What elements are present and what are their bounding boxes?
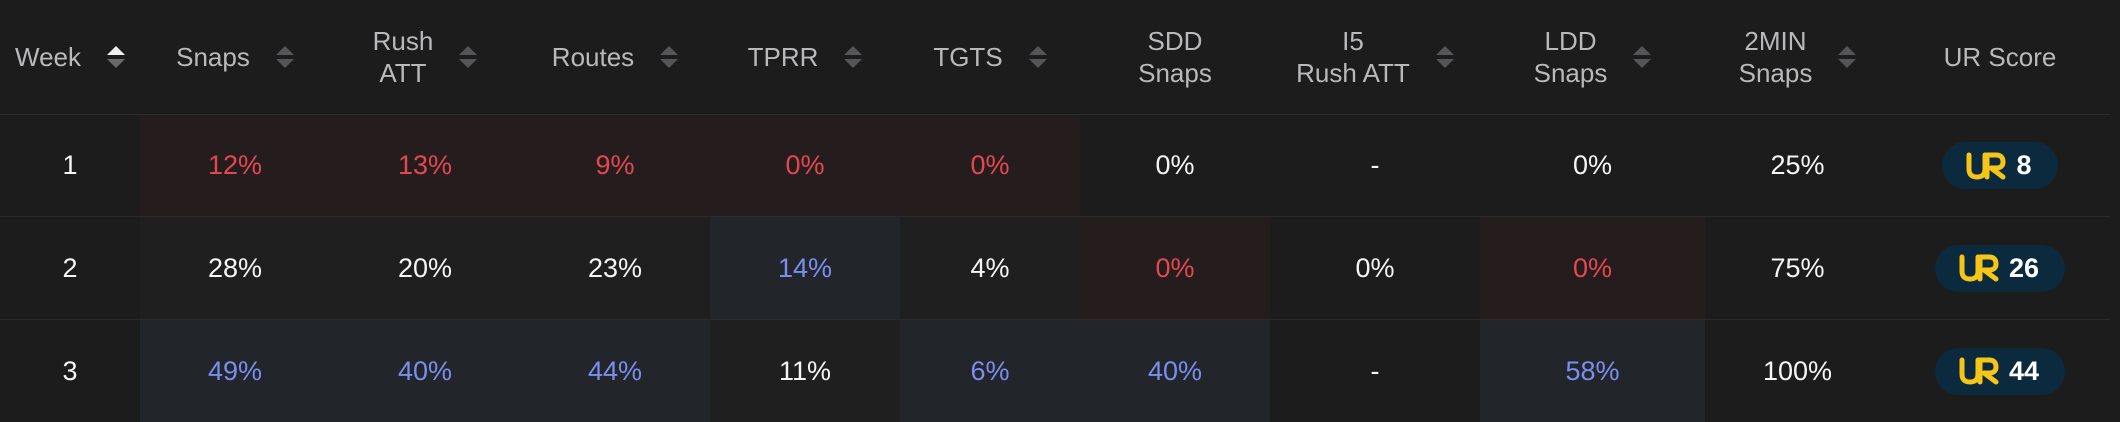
ur-score-badge[interactable]: 8 — [1942, 142, 2058, 189]
header-tgts[interactable]: TGTS — [900, 0, 1080, 115]
cell-routes: 23% — [520, 217, 710, 320]
cell-snaps: 12% — [140, 115, 330, 217]
header-ur-score: UR Score — [1890, 0, 2110, 115]
cell-tprr: 0% — [710, 115, 900, 217]
sort-arrows-icon[interactable] — [660, 46, 679, 68]
cell-rush-att: 40% — [330, 320, 520, 422]
cell-i5-rush-att: - — [1270, 115, 1480, 217]
cell-2min-snaps: 25% — [1705, 115, 1890, 217]
cell-routes: 44% — [520, 320, 710, 422]
sort-arrows-icon[interactable] — [459, 46, 478, 68]
sort-arrows-icon[interactable] — [1633, 46, 1652, 68]
ur-score-value: 26 — [2008, 252, 2040, 283]
header-sdd-snaps: SDD Snaps — [1080, 0, 1270, 115]
cell-tprr: 11% — [710, 320, 900, 422]
cell-snaps: 28% — [140, 217, 330, 320]
cell-2min-snaps: 75% — [1705, 217, 1890, 320]
cell-week: 2 — [0, 217, 140, 320]
cell-ur-score: 44 — [1890, 320, 2110, 422]
header-routes[interactable]: Routes — [520, 0, 710, 115]
sort-arrows-icon[interactable] — [275, 46, 294, 68]
cell-rush-att: 20% — [330, 217, 520, 320]
sort-arrows-icon[interactable] — [1435, 46, 1454, 68]
cell-ldd-snaps: 0% — [1480, 115, 1705, 217]
ur-score-value: 44 — [2008, 355, 2040, 386]
sort-arrows-icon[interactable] — [107, 46, 125, 68]
sort-arrows-icon[interactable] — [1838, 46, 1857, 68]
cell-tgts: 0% — [900, 115, 1080, 217]
header-week[interactable]: Week — [0, 0, 140, 115]
cell-ur-score: 8 — [1890, 115, 2110, 217]
ur-score-value: 8 — [2016, 150, 2032, 180]
cell-sdd-snaps: 40% — [1080, 320, 1270, 422]
header-rush-att[interactable]: Rush ATT — [330, 0, 520, 115]
ur-logo-icon — [1959, 254, 1999, 282]
header-ldd-snaps[interactable]: LDD Snaps — [1480, 0, 1705, 115]
cell-routes: 9% — [520, 115, 710, 217]
cell-tgts: 6% — [900, 320, 1080, 422]
header-i5-rush-att[interactable]: I5 Rush ATT — [1270, 0, 1480, 115]
sort-arrows-icon[interactable] — [844, 46, 863, 68]
cell-sdd-snaps: 0% — [1080, 217, 1270, 320]
cell-ldd-snaps: 58% — [1480, 320, 1705, 422]
ur-logo-icon — [1966, 152, 2006, 180]
cell-week: 3 — [62, 355, 78, 386]
cell-ur-score: 26 — [1890, 217, 2110, 320]
cell-sdd-snaps: 0% — [1080, 115, 1270, 217]
cell-ldd-snaps: 0% — [1480, 217, 1705, 320]
cell-snaps: 49% — [140, 320, 330, 422]
cell-tprr: 14% — [710, 217, 900, 320]
cell-rush-att: 13% — [330, 115, 520, 217]
cell-tgts: 4% — [900, 217, 1080, 320]
sort-arrows-icon[interactable] — [1028, 46, 1047, 68]
cell-i5-rush-att: 0% — [1270, 217, 1480, 320]
ur-score-badge[interactable]: 26 — [1934, 244, 2066, 292]
header-2min-snaps[interactable]: 2MIN Snaps — [1705, 0, 1890, 115]
cell-2min-snaps: 100% — [1762, 355, 1833, 386]
header-snaps[interactable]: Snaps — [140, 0, 330, 115]
ur-logo-icon — [1959, 357, 1999, 385]
cell-week: 1 — [0, 115, 140, 217]
cell-i5-rush-att: - — [1370, 355, 1380, 386]
ur-score-badge[interactable]: 44 — [1934, 347, 2066, 395]
header-tprr[interactable]: TPRR — [710, 0, 900, 115]
